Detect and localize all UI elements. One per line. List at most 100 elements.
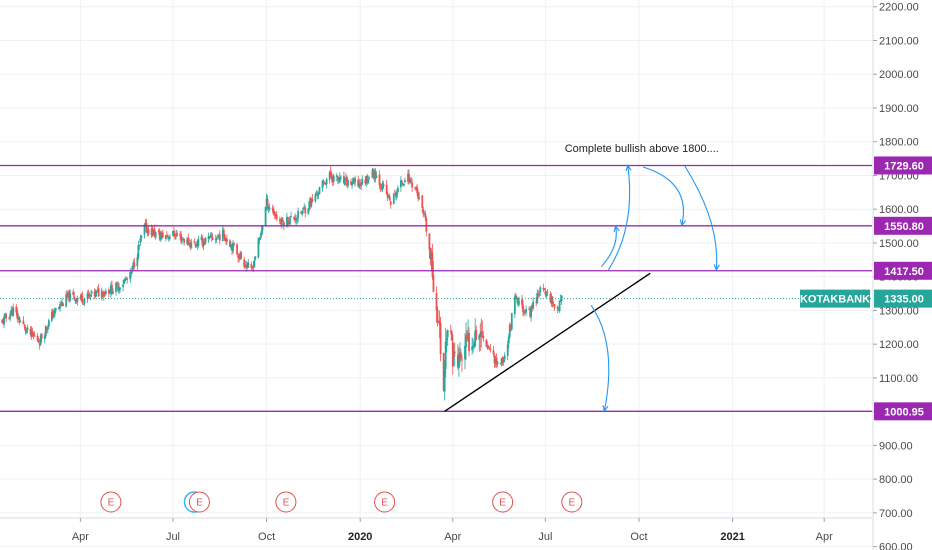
candle [93,291,96,297]
candle [539,287,542,293]
candle [244,265,247,268]
candle [538,293,541,296]
candle [5,313,8,319]
price-tick-label: 1300.00 [879,305,919,317]
candle [195,245,198,247]
candle [372,168,375,177]
candle [446,330,449,338]
candle [280,218,283,225]
candle [496,361,499,364]
candle [360,185,363,187]
candle [25,330,28,333]
candle [165,235,168,237]
candle [102,292,105,297]
candle [451,341,454,367]
earnings-label: E [283,498,290,509]
price-tick-label: 1500.00 [879,238,919,250]
candle [86,293,89,299]
candle [371,170,374,178]
candle [358,182,361,188]
candle [53,313,55,316]
candle [429,248,432,259]
candle [231,245,233,251]
arrow-head [613,224,620,233]
candle [453,351,456,353]
candle [74,299,77,301]
candle [88,293,91,296]
candle [68,290,71,302]
candle [556,307,559,309]
candle [230,244,232,248]
candle [250,264,253,268]
candle [381,183,384,190]
earnings-marker [561,491,583,513]
candle [73,296,76,300]
candle [479,334,482,338]
candle [222,230,225,237]
chart-annotation[interactable]: Complete bullish above 1800.... [565,143,719,155]
candle [373,172,376,178]
candle [17,316,20,319]
candle [119,288,121,290]
candle [460,353,462,359]
candle [508,325,511,337]
candle [54,308,56,314]
candle [357,179,360,187]
curved-arrow [684,165,718,270]
candle [311,198,314,202]
earnings-label: E [108,498,115,509]
candle [174,237,176,239]
candle [150,228,153,236]
candle [553,303,556,308]
candle [214,239,217,241]
candle [486,345,489,347]
candle [107,289,110,294]
level-tag-label: 1000.95 [884,406,924,418]
candle [196,244,199,246]
candle [136,257,139,267]
candle [80,295,83,299]
candle [314,194,317,202]
candle [67,292,70,297]
candle [274,214,277,217]
time-axis[interactable]: Apr Jul Oct 2020 Apr Jul Oct 2021 Apr [0,517,872,543]
candle [87,294,90,296]
candle [164,235,167,239]
candle [537,294,540,296]
candle [343,175,345,184]
candle [12,307,15,316]
candle [37,341,40,343]
candle [4,314,6,317]
candle [129,272,132,280]
candle [279,221,282,225]
candle [211,237,214,240]
candle [257,238,260,258]
candle [407,173,409,182]
candle [237,255,239,258]
time-tick-label: Oct [630,531,647,543]
candle [330,176,333,179]
candle [495,357,498,365]
price-tick-label: 2000.00 [879,69,919,81]
level-tag [874,261,932,280]
candle [478,335,481,340]
candle [297,210,300,219]
candle [474,331,477,347]
price-tick-label: 2200.00 [879,2,919,14]
candle [467,332,469,339]
candle [482,335,485,339]
trendline[interactable] [444,272,651,412]
candle [375,175,378,178]
candle [351,183,353,186]
candle [416,187,419,194]
candle [399,180,402,188]
candle [33,335,36,337]
candle [437,321,440,323]
candle [428,233,431,250]
candle [94,291,97,298]
candle [62,303,64,306]
candle [409,178,411,182]
time-tick-label: Oct [258,531,275,543]
candle [31,331,34,335]
